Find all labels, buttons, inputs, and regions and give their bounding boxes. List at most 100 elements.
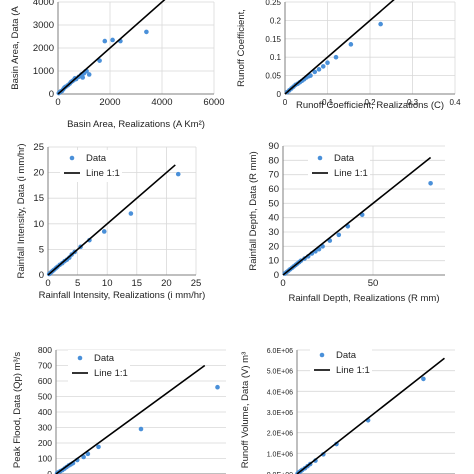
x-tick-label: 0	[45, 278, 50, 289]
chart-panel-1: 0 1000 2000 3000 4000 0 2000 4000 6000 Basin Area…	[10, 0, 225, 130]
y-tick-label: 10	[268, 256, 279, 267]
data-point	[336, 232, 342, 238]
y-tick-label: 90	[268, 141, 279, 152]
x-axis-label: Runoff Coefficient, Realizations (C)	[296, 100, 444, 111]
y-tick-label: 1.0E+06	[267, 451, 293, 458]
x-axis-label: Rainfall Depth, Realizations (R mm)	[289, 293, 440, 304]
y-tick-label: 600	[38, 376, 52, 386]
chart-panel-2: 0 0.05 0.1 0.15 0.2 0.25 0 0.1 0.2 0.3 0.4 Runoff C…	[236, 0, 461, 111]
data-point	[81, 454, 86, 460]
chart-panel-5: 0 100 200 300 400 500 600 700 800 Data Line 1:1 Pea…	[12, 345, 226, 474]
data-point	[138, 426, 144, 432]
y-tick-label: 3000	[33, 20, 54, 31]
y-tick-label: 0.15	[265, 35, 281, 44]
x-tick-label: 0	[283, 98, 288, 107]
data-point	[308, 73, 313, 78]
y-axis-label: Rainfall Intensity, Data (i mm/hr)	[16, 144, 27, 279]
data-point	[97, 58, 102, 63]
line-1-1	[284, 0, 395, 95]
y-tick-label: 0.1	[270, 53, 282, 62]
x-tick-label: 6000	[203, 97, 224, 108]
y-tick-label: 80	[268, 155, 279, 166]
data-point	[312, 69, 318, 75]
data-point	[378, 21, 383, 27]
legend-background	[60, 150, 122, 182]
y-tick-label: 0	[274, 270, 279, 281]
legend: Data Line 1:1	[68, 350, 130, 382]
x-tick-label: 25	[191, 278, 202, 289]
legend-background	[310, 347, 372, 379]
y-tick-label: 0	[47, 469, 52, 474]
data-point	[348, 42, 354, 47]
data-point	[421, 376, 426, 382]
y-tick-label: 400	[38, 407, 52, 417]
legend-marker-data	[69, 155, 75, 161]
y-tick-label: 50	[268, 198, 279, 209]
x-tick-label: 0.2	[364, 98, 376, 107]
y-axis-label: Rainfall Depth, Data (R mm)	[248, 151, 259, 270]
x-tick-label: 0	[280, 278, 285, 289]
data-point	[316, 67, 322, 72]
legend-marker-data	[319, 352, 325, 358]
chart-panel-3: 0 5 10 15 20 25 0 5 10 15 20 25 Data Line 1:1 Rainfall…	[16, 142, 205, 301]
y-tick-label: 500	[38, 392, 52, 402]
line-1-1	[296, 357, 445, 474]
y-tick-label: 4.0E+06	[267, 389, 293, 396]
data-point	[215, 384, 220, 390]
data-point	[110, 37, 115, 43]
y-tick-label: 40	[268, 213, 279, 224]
y-tick-label: 0.25	[265, 0, 281, 7]
line-1-1	[57, 0, 166, 95]
y-tick-label: 70	[268, 170, 279, 181]
y-tick-label: 20	[268, 241, 279, 252]
y-tick-label: 0.05	[265, 72, 281, 81]
y-tick-label: 2000	[33, 43, 54, 54]
x-tick-label: 0.1	[322, 98, 334, 107]
legend-label-data: Data	[86, 153, 107, 164]
data-point	[128, 211, 134, 216]
x-tick-label: 50	[368, 278, 379, 289]
y-tick-label: 2.0E+06	[267, 431, 293, 438]
y-tick-label: 4000	[33, 0, 54, 8]
y-axis-label: Peak Flood, Data (Qp) m³/s	[12, 352, 23, 468]
data-point	[85, 451, 91, 457]
x-tick-label: 20	[161, 278, 172, 289]
y-tick-label: 30	[268, 227, 279, 238]
y-tick-label: 0	[277, 90, 282, 99]
y-tick-label: 15	[33, 193, 44, 204]
x-axis-label: Rainfall Intensity, Realizations (i mm/h…	[39, 290, 206, 301]
chart-panel-6: 0.0E+00 1.0E+06 2.0E+06 3.0E+06 4.0E+06 5.0E+…	[240, 347, 455, 474]
x-tick-label: 5	[75, 278, 80, 289]
y-tick-label: 300	[38, 423, 52, 433]
legend-marker-data	[317, 155, 323, 161]
data-point	[86, 72, 92, 77]
line-1-1	[47, 164, 176, 276]
legend-label-data: Data	[94, 353, 115, 364]
y-tick-label: 20	[33, 168, 44, 179]
data-point	[144, 29, 149, 35]
line-1-1	[55, 364, 206, 474]
data-point	[101, 229, 107, 234]
x-tick-label: 0.3	[407, 98, 419, 107]
y-axis-label: Runoff Volume, Data (V) m³	[240, 352, 251, 469]
y-tick-label: 0	[49, 89, 54, 100]
y-tick-label: 60	[268, 184, 279, 195]
line-1-1	[282, 156, 432, 276]
y-tick-label: 10	[33, 219, 44, 230]
y-tick-label: 1000	[33, 66, 54, 77]
y-tick-label: 0.2	[270, 16, 282, 25]
y-tick-label: 3.0E+06	[267, 410, 293, 417]
data-point	[102, 38, 108, 44]
data-point	[96, 444, 101, 450]
legend-label-data: Data	[334, 153, 355, 164]
y-tick-label: 700	[38, 361, 52, 371]
y-tick-label: 800	[38, 345, 52, 355]
legend-label-line: Line 1:1	[336, 365, 370, 376]
legend-label-line: Line 1:1	[334, 168, 368, 179]
legend-label-line: Line 1:1	[86, 168, 120, 179]
y-tick-label: 25	[33, 142, 44, 153]
legend-label-line: Line 1:1	[94, 368, 128, 379]
y-tick-label: 0	[39, 270, 44, 281]
